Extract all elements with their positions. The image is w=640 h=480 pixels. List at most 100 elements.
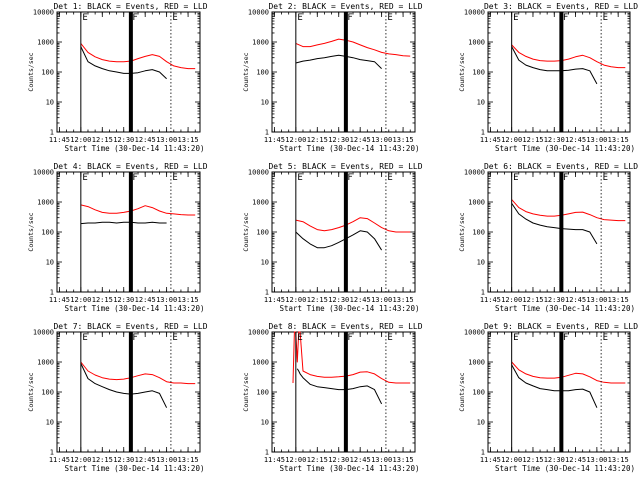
x-tick-label: 11:45 bbox=[264, 296, 285, 304]
y-tick-label: 1 bbox=[481, 289, 485, 297]
x-tick-label: 13:15 bbox=[393, 136, 414, 144]
x-tick-label: 13:00 bbox=[371, 136, 392, 144]
panel-title: Det 7: BLACK = Events, RED = LLD bbox=[53, 322, 207, 331]
y-tick-label: 10 bbox=[477, 259, 485, 267]
y-tick-label: 1000 bbox=[37, 199, 54, 207]
x-tick-label: 12:45 bbox=[350, 136, 371, 144]
y-tick-label: 10 bbox=[46, 419, 54, 427]
plot-frame bbox=[487, 331, 631, 453]
y-tick-label: 1000 bbox=[37, 359, 54, 367]
x-axis-label: Start Time (30-Dec-14 11:43:20) bbox=[495, 304, 635, 313]
y-tick-label: 1 bbox=[265, 289, 269, 297]
x-tick-label: 12:00 bbox=[501, 296, 522, 304]
x-tick-label: 13:00 bbox=[371, 296, 392, 304]
y-tick-label: 10 bbox=[261, 99, 269, 107]
plot-frame bbox=[56, 171, 201, 293]
events-series-line bbox=[80, 363, 168, 408]
plot-frame bbox=[487, 11, 631, 133]
marker-label: E bbox=[172, 13, 177, 23]
marker-label: E bbox=[82, 333, 87, 343]
y-tick-label: 10 bbox=[261, 419, 269, 427]
events-series-line bbox=[80, 46, 167, 80]
marker-label: E bbox=[387, 333, 392, 343]
x-tick-label: 12:30 bbox=[113, 296, 134, 304]
marker-label: E bbox=[603, 173, 608, 183]
events-series-line bbox=[295, 54, 382, 69]
events-series-line bbox=[80, 221, 167, 225]
y-tick-label: 1 bbox=[481, 129, 485, 137]
y-axis-label: Counts/sec bbox=[458, 372, 466, 411]
y-tick-label: 10 bbox=[477, 99, 485, 107]
marker-label: E bbox=[297, 13, 302, 23]
x-tick-label: 13:00 bbox=[156, 136, 177, 144]
x-tick-label: 11:45 bbox=[49, 456, 70, 464]
events-series-line bbox=[511, 46, 598, 85]
y-tick-label: 1000 bbox=[37, 39, 54, 47]
x-tick-label: 11:45 bbox=[480, 136, 501, 144]
x-tick-label: 13:15 bbox=[393, 456, 414, 464]
marker-label: E bbox=[387, 173, 392, 183]
y-tick-label: 10 bbox=[477, 419, 485, 427]
marker-label: E bbox=[82, 173, 87, 183]
y-tick-label: 10000 bbox=[464, 9, 485, 17]
x-tick-label: 13:00 bbox=[586, 136, 607, 144]
x-tick-label: 12:15 bbox=[522, 296, 543, 304]
x-tick-label: 12:30 bbox=[544, 456, 565, 464]
lld-series-line bbox=[511, 199, 626, 222]
x-tick-label: 12:00 bbox=[285, 456, 306, 464]
marker-label: F bbox=[132, 173, 137, 183]
y-tick-label: 10000 bbox=[464, 329, 485, 337]
y-tick-label: 100 bbox=[256, 229, 269, 237]
marker-label: F bbox=[347, 333, 352, 343]
x-tick-label: 12:45 bbox=[135, 136, 156, 144]
plot-frame bbox=[271, 11, 416, 133]
lld-series-line bbox=[295, 217, 411, 233]
y-tick-label: 100 bbox=[472, 389, 485, 397]
x-tick-label: 12:30 bbox=[328, 296, 349, 304]
y-axis-label: Counts/sec bbox=[27, 212, 35, 251]
y-tick-label: 1000 bbox=[252, 199, 269, 207]
y-tick-label: 10000 bbox=[464, 169, 485, 177]
x-tick-label: 12:15 bbox=[307, 296, 328, 304]
x-tick-label: 12:30 bbox=[328, 456, 349, 464]
y-tick-label: 100 bbox=[256, 69, 269, 77]
x-tick-label: 11:45 bbox=[49, 136, 70, 144]
y-tick-label: 100 bbox=[256, 389, 269, 397]
marker-label: E bbox=[603, 13, 608, 23]
marker-label: F bbox=[563, 333, 568, 343]
lld-series-line bbox=[80, 204, 196, 216]
y-tick-label: 1 bbox=[50, 449, 54, 457]
x-tick-label: 13:15 bbox=[608, 296, 629, 304]
y-tick-label: 10000 bbox=[33, 329, 54, 337]
marker-label: E bbox=[603, 333, 608, 343]
det-panel-7: Det 7: BLACK = Events, RED = LLD 1 10 100 10… bbox=[27, 322, 208, 473]
x-tick-label: 12:15 bbox=[307, 136, 328, 144]
y-tick-label: 1000 bbox=[468, 359, 485, 367]
x-tick-label: 12:00 bbox=[285, 296, 306, 304]
y-tick-label: 10 bbox=[261, 259, 269, 267]
x-tick-label: 12:00 bbox=[70, 296, 91, 304]
lld-series-line bbox=[80, 43, 196, 70]
x-tick-label: 13:15 bbox=[178, 136, 199, 144]
x-axis-label: Start Time (30-Dec-14 11:43:20) bbox=[495, 464, 635, 473]
x-tick-label: 12:45 bbox=[350, 456, 371, 464]
x-tick-label: 13:00 bbox=[156, 456, 177, 464]
y-tick-label: 1 bbox=[50, 129, 54, 137]
marker-label: E bbox=[172, 333, 177, 343]
lld-series-line bbox=[295, 38, 411, 57]
x-tick-label: 12:15 bbox=[522, 136, 543, 144]
x-tick-label: 13:00 bbox=[586, 296, 607, 304]
x-tick-label: 13:00 bbox=[156, 296, 177, 304]
x-tick-label: 12:15 bbox=[92, 456, 113, 464]
marker-label: E bbox=[513, 333, 518, 343]
marker-label: E bbox=[172, 173, 177, 183]
x-tick-label: 12:45 bbox=[350, 296, 371, 304]
panel-title: Det 6: BLACK = Events, RED = LLD bbox=[484, 162, 638, 171]
x-tick-label: 11:45 bbox=[264, 456, 285, 464]
marker-label: E bbox=[297, 333, 302, 343]
x-axis-label: Start Time (30-Dec-14 11:43:20) bbox=[65, 464, 205, 473]
x-tick-label: 12:45 bbox=[135, 296, 156, 304]
marker-label: E bbox=[387, 13, 392, 23]
marker-label: E bbox=[82, 13, 87, 23]
x-tick-label: 11:45 bbox=[480, 456, 501, 464]
